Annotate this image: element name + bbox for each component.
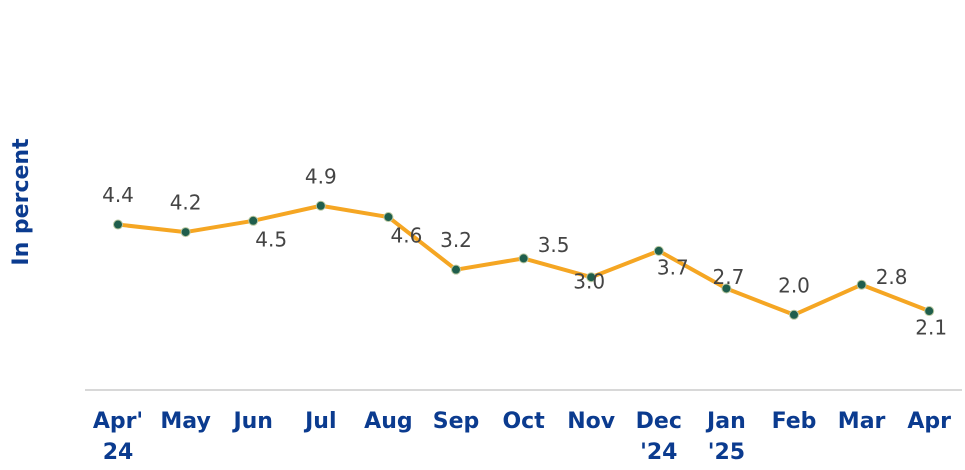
- x-tick-label: Jun: [231, 409, 273, 434]
- x-tick-label: Jul: [303, 409, 336, 434]
- x-tick-label: Jan: [705, 409, 746, 434]
- x-tick-label: Aug: [364, 409, 412, 434]
- x-tick-label: Nov: [567, 409, 616, 434]
- marker: [653, 245, 664, 256]
- value-label: 4.2: [170, 191, 202, 215]
- value-label: 3.0: [573, 270, 605, 294]
- value-label: 4.6: [390, 224, 422, 248]
- value-label: 2.0: [778, 273, 810, 297]
- x-tick-label: 24: [103, 440, 134, 465]
- value-label: 4.4: [102, 183, 134, 207]
- marker: [248, 215, 259, 226]
- value-label: 3.5: [538, 233, 570, 257]
- x-tick-label: Mar: [838, 409, 886, 434]
- x-tick-label: Apr: [907, 409, 951, 434]
- x-tick-label: Feb: [772, 409, 817, 434]
- value-label: 2.1: [915, 316, 947, 340]
- x-tick-label: '25: [708, 440, 745, 465]
- x-tick-label: Dec: [636, 409, 682, 434]
- value-label: 4.9: [305, 164, 337, 188]
- marker: [180, 227, 191, 238]
- value-label: 3.2: [440, 228, 472, 252]
- marker: [315, 200, 326, 211]
- marker: [383, 212, 394, 223]
- x-tick-label: Sep: [433, 409, 480, 434]
- x-tick-label: Oct: [502, 409, 545, 434]
- marker: [518, 253, 529, 264]
- marker: [789, 309, 799, 320]
- value-label: 2.7: [712, 265, 744, 289]
- marker: [924, 306, 935, 317]
- x-tick-label: '24: [640, 440, 677, 465]
- x-tick-label: Apr': [93, 409, 143, 434]
- marker: [113, 219, 123, 230]
- value-label: 4.5: [255, 227, 287, 251]
- marker: [586, 272, 597, 283]
- marker: [451, 264, 461, 275]
- y-axis-label: In percent: [9, 138, 34, 266]
- marker: [721, 283, 732, 294]
- x-tick-label: May: [160, 409, 210, 434]
- value-label: 2.8: [876, 265, 908, 289]
- value-label: 3.7: [657, 255, 689, 279]
- marker: [856, 279, 867, 290]
